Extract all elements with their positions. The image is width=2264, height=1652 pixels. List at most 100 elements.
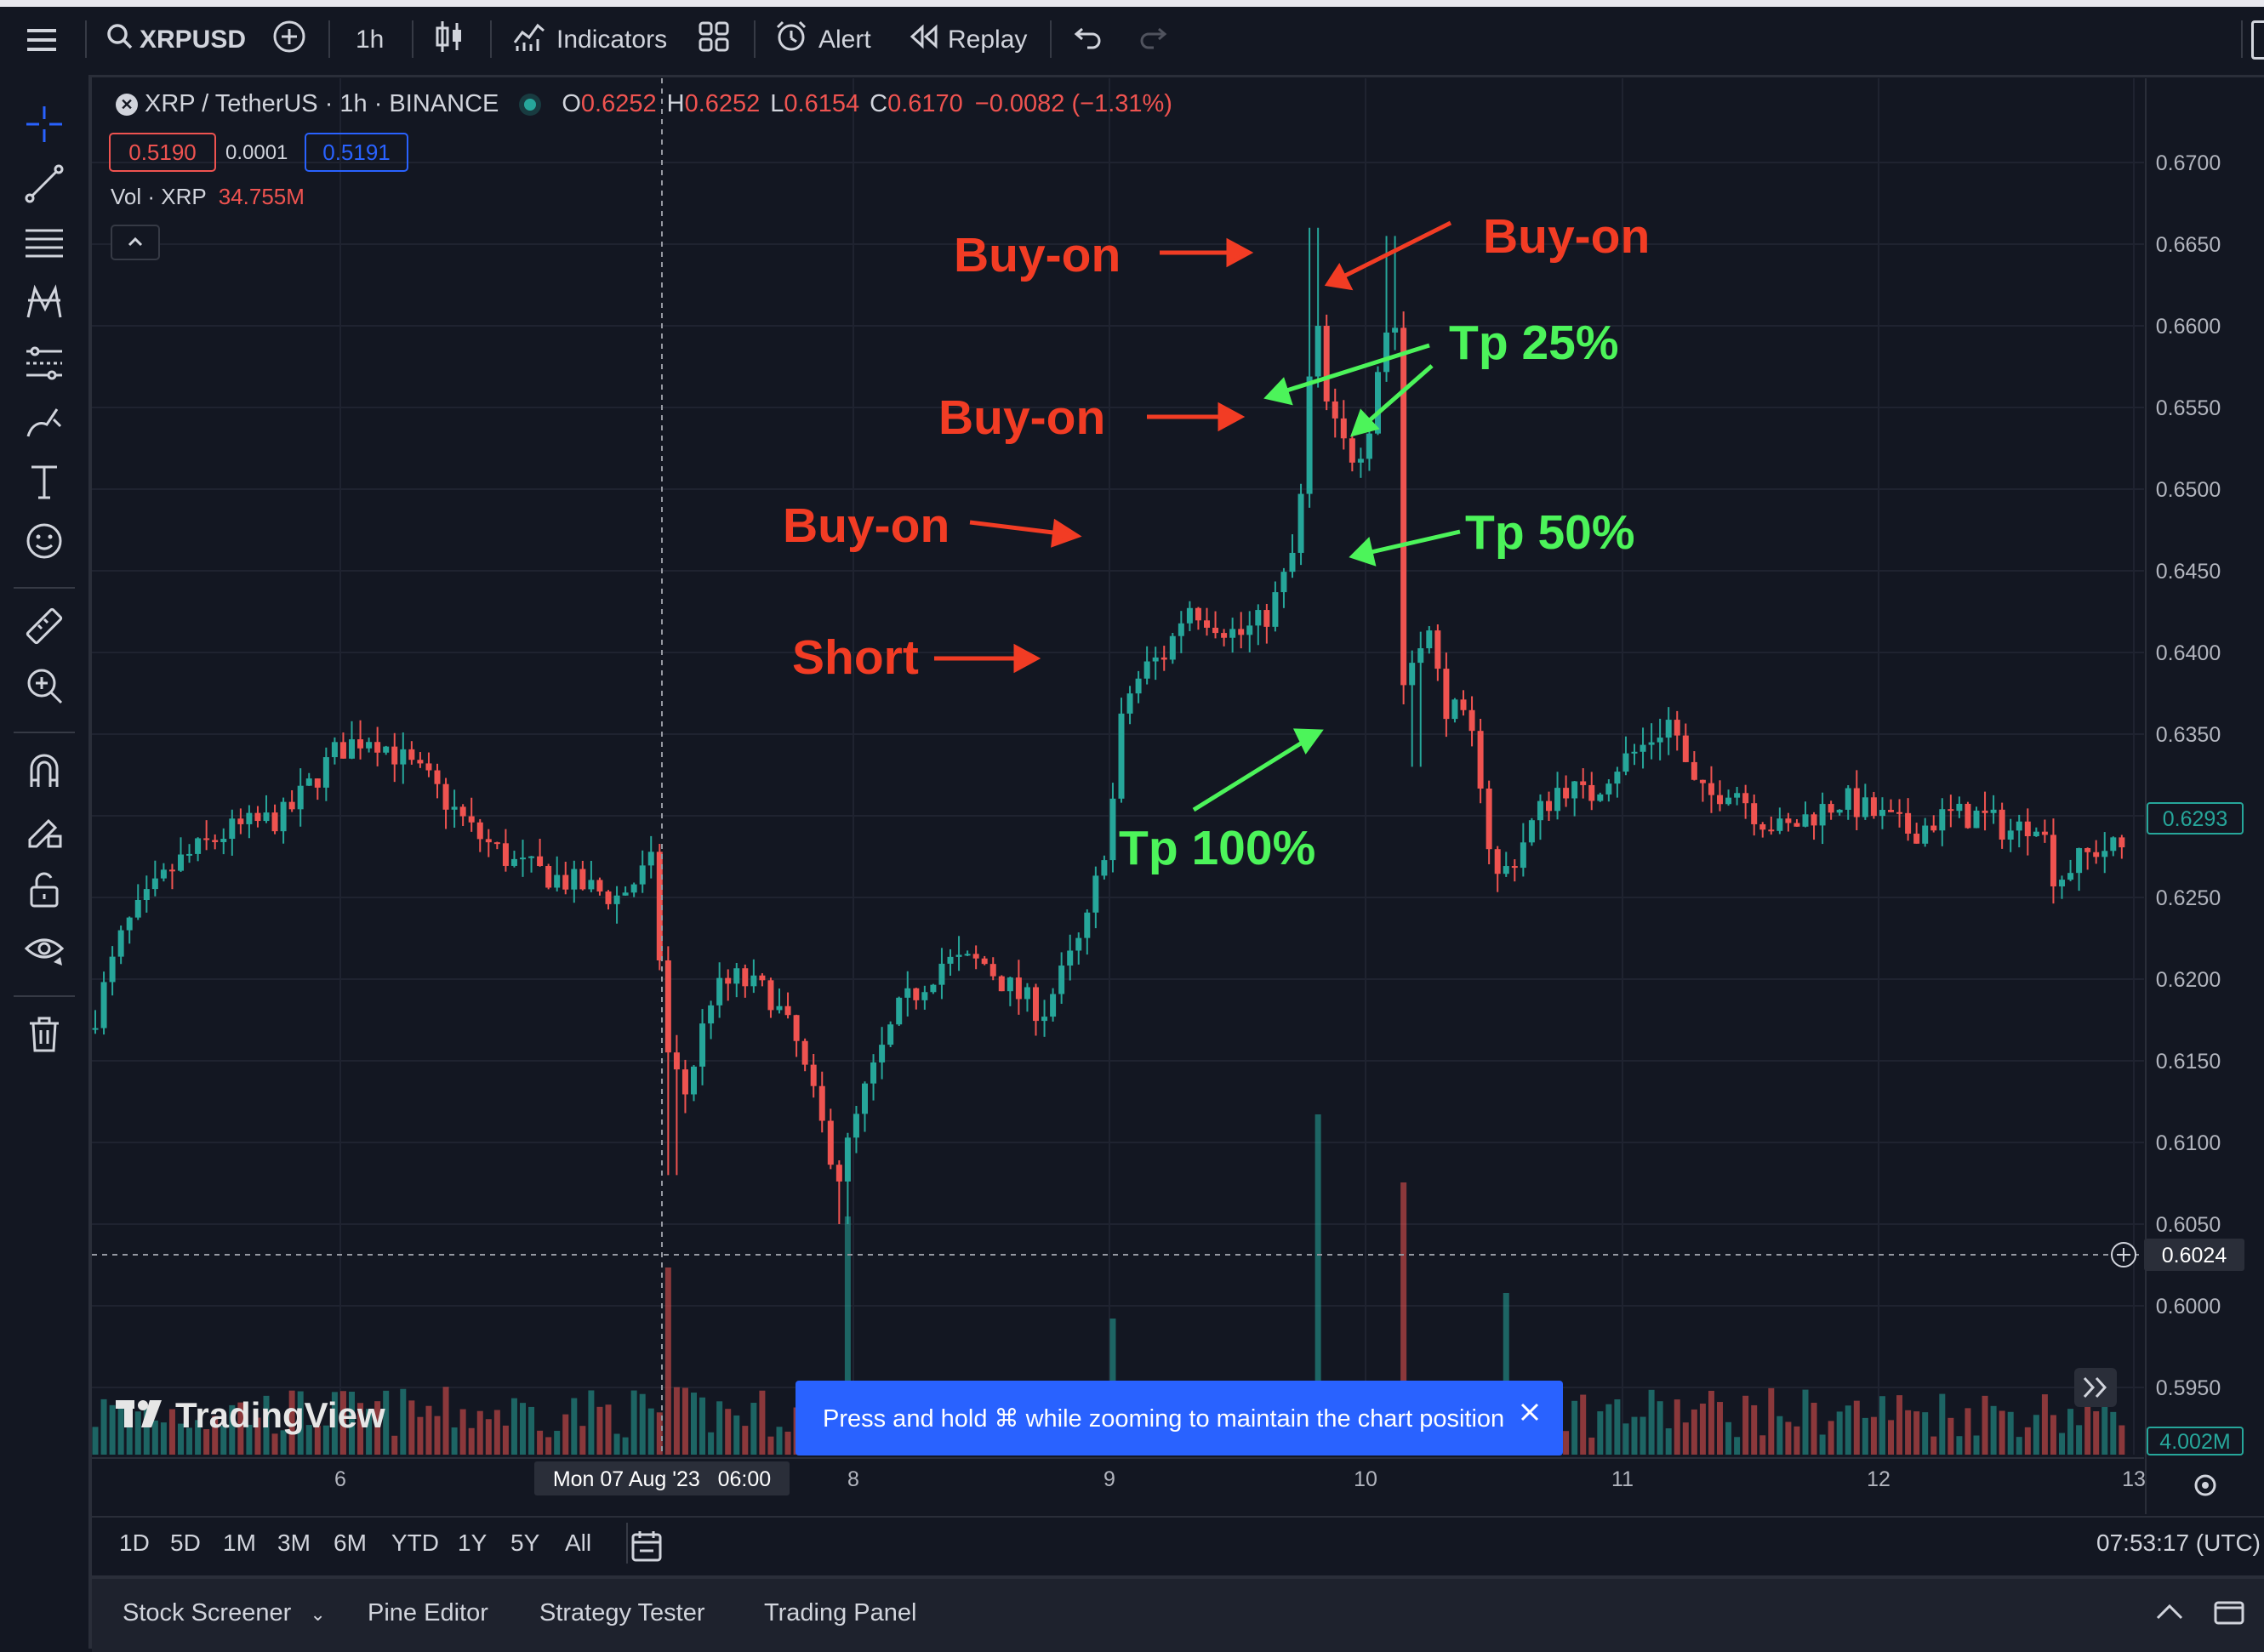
- volume-bar: [844, 1216, 851, 1455]
- forecasting-icon[interactable]: [20, 339, 68, 386]
- grid-icon: [698, 20, 730, 60]
- candle-type-button[interactable]: [434, 19, 465, 61]
- candle-body: [126, 917, 133, 931]
- volume-bar: [280, 1430, 287, 1455]
- volume-bar: [1665, 1428, 1672, 1455]
- crosshair-icon[interactable]: [20, 100, 68, 148]
- volume-bar: [1674, 1399, 1680, 1455]
- candle-body: [2067, 873, 2074, 880]
- volume-bar: [1682, 1422, 1689, 1455]
- expand-panel-chevron-up-icon[interactable]: [2151, 1596, 2188, 1634]
- price-tick-label: 0.5950: [2156, 1376, 2221, 1400]
- candle-body: [178, 854, 184, 871]
- range-1d[interactable]: 1D: [119, 1530, 150, 1556]
- symbol-search[interactable]: XRPUSD: [106, 19, 246, 61]
- tab-trading-panel[interactable]: Trading Panel: [764, 1599, 917, 1626]
- fib-retracement-icon[interactable]: [20, 219, 68, 267]
- ruler-icon[interactable]: [20, 602, 68, 650]
- candle-body: [725, 977, 732, 984]
- zoom-in-icon[interactable]: [20, 662, 68, 709]
- chart-settings-gear-icon[interactable]: [2194, 1474, 2216, 1496]
- redo-button[interactable]: [1138, 19, 1167, 61]
- eye-icon[interactable]: [20, 926, 68, 973]
- range-ytd[interactable]: YTD: [391, 1530, 439, 1556]
- symbol-label[interactable]: XRPUSD: [140, 26, 247, 54]
- volume-bar: [1563, 1431, 1570, 1455]
- candle-body: [1965, 803, 1971, 829]
- close-icon[interactable]: [1517, 1399, 1543, 1432]
- range-3m[interactable]: 3M: [277, 1530, 311, 1556]
- collapse-legend-button[interactable]: [111, 225, 160, 260]
- replay-label: Replay: [948, 26, 1028, 54]
- candle-body: [716, 977, 723, 1005]
- lock-icon[interactable]: [20, 866, 68, 914]
- volume-legend[interactable]: Vol · XRP 34.755M: [111, 184, 305, 210]
- symbol-legend[interactable]: ✕ XRP / TetherUS · 1h · BINANCE O 0.6252 …: [116, 90, 1172, 118]
- utc-clock[interactable]: 07:53:17 (UTC): [2096, 1530, 2261, 1556]
- price-tick-label: 0.6600: [2156, 315, 2221, 339]
- tp100-arrow: [1192, 735, 1312, 812]
- buy-button[interactable]: 0.5191: [305, 133, 408, 172]
- candle-body: [400, 749, 407, 765]
- candlesticks: [92, 227, 2125, 1224]
- candle-body: [1708, 783, 1714, 795]
- range-6m[interactable]: 6M: [334, 1530, 367, 1556]
- candle-body: [1314, 326, 1321, 377]
- go-to-date-calendar-icon[interactable]: [628, 1528, 665, 1569]
- replay-button[interactable]: Replay: [909, 19, 1027, 61]
- candle-body: [1332, 401, 1338, 419]
- layouts-button[interactable]: [698, 19, 730, 61]
- window-layout-icon[interactable]: [2251, 20, 2264, 60]
- scroll-to-realtime-button[interactable]: [2074, 1368, 2117, 1407]
- interval-button[interactable]: 1h: [356, 26, 385, 54]
- candle-body: [1033, 987, 1039, 1022]
- volume-bar: [1973, 1435, 1980, 1455]
- tab-strategy-tester[interactable]: Strategy Tester: [539, 1599, 705, 1626]
- candle-body: [1528, 820, 1535, 843]
- candle-body: [143, 889, 150, 901]
- price-chart[interactable]: Buy-on Buy-on Buy-on Buy-on Short Tp 25%…: [92, 78, 2264, 1514]
- range-5y[interactable]: 5Y: [510, 1530, 540, 1556]
- tab-pine-editor[interactable]: Pine Editor: [368, 1599, 488, 1626]
- volume-bar: [664, 1267, 671, 1455]
- menu-icon[interactable]: [26, 19, 60, 61]
- candle-body: [1272, 592, 1279, 627]
- candle-body: [870, 1062, 877, 1084]
- brush-icon[interactable]: [20, 398, 68, 446]
- compare-symbol-button[interactable]: [272, 19, 306, 61]
- candle-body: [1588, 784, 1595, 801]
- candle-body: [2076, 847, 2083, 874]
- volume-bar: [1776, 1416, 1783, 1455]
- volume-bar: [263, 1395, 270, 1455]
- indicators-button[interactable]: Indicators: [512, 19, 667, 61]
- alert-button[interactable]: Alert: [774, 19, 871, 61]
- candle-body: [1990, 809, 1997, 813]
- candle-body: [1383, 332, 1390, 373]
- chart-pane[interactable]: Buy-on Buy-on Buy-on Buy-on Short Tp 25%…: [92, 78, 2264, 1514]
- pattern-icon[interactable]: [20, 279, 68, 327]
- volume-bar: [733, 1415, 740, 1455]
- volume-bar: [2016, 1437, 2022, 1455]
- candle-body: [879, 1045, 886, 1062]
- sell-button[interactable]: 0.5190: [109, 133, 216, 172]
- range-1m[interactable]: 1M: [223, 1530, 256, 1556]
- range-all[interactable]: All: [565, 1530, 592, 1556]
- candle-body: [2059, 880, 2065, 887]
- trash-icon[interactable]: [20, 1011, 68, 1058]
- trend-line-icon[interactable]: [20, 160, 68, 208]
- candle-body: [425, 763, 432, 771]
- tab-stock-screener[interactable]: Stock Screener ⌄: [123, 1599, 326, 1627]
- emoji-icon[interactable]: [20, 517, 68, 565]
- maximize-panel-icon[interactable]: [2210, 1596, 2248, 1634]
- candle-body: [1503, 866, 1509, 874]
- candle-body: [1238, 629, 1245, 635]
- range-5d[interactable]: 5D: [170, 1530, 201, 1556]
- volume-bar: [143, 1408, 150, 1455]
- range-1y[interactable]: 1Y: [458, 1530, 488, 1556]
- magnet-icon[interactable]: [20, 747, 68, 795]
- stay-in-drawing-mode-icon[interactable]: [20, 806, 68, 854]
- volume-bar: [151, 1420, 158, 1455]
- text-icon[interactable]: [20, 458, 68, 505]
- undo-button[interactable]: [1074, 19, 1103, 61]
- last-price-box: [2147, 802, 2244, 835]
